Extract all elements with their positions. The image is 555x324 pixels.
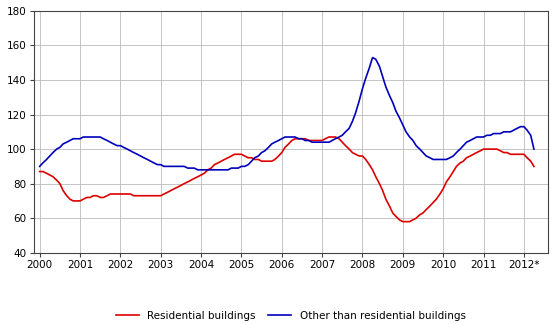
Other than residential buildings <box>392 109 399 113</box>
Line: Residential buildings: Residential buildings <box>40 137 534 222</box>
Other than residential buildings <box>70 137 77 141</box>
Residential buildings <box>326 135 332 139</box>
Residential buildings <box>282 145 289 149</box>
Line: Other than residential buildings: Other than residential buildings <box>40 58 534 170</box>
Other than residential buildings <box>275 139 282 143</box>
Other than residential buildings <box>37 164 43 168</box>
Other than residential buildings <box>342 130 349 134</box>
Residential buildings <box>130 194 137 198</box>
Residential buildings <box>37 169 43 173</box>
Residential buildings <box>342 144 349 148</box>
Other than residential buildings <box>369 56 376 60</box>
Other than residential buildings <box>531 147 537 151</box>
Residential buildings <box>400 220 406 224</box>
Residential buildings <box>531 164 537 168</box>
Other than residential buildings <box>285 135 292 139</box>
Residential buildings <box>271 157 278 161</box>
Other than residential buildings <box>130 151 137 155</box>
Other than residential buildings <box>194 168 201 172</box>
Residential buildings <box>390 211 396 215</box>
Residential buildings <box>70 199 77 203</box>
Legend: Residential buildings, Other than residential buildings: Residential buildings, Other than reside… <box>116 311 466 321</box>
